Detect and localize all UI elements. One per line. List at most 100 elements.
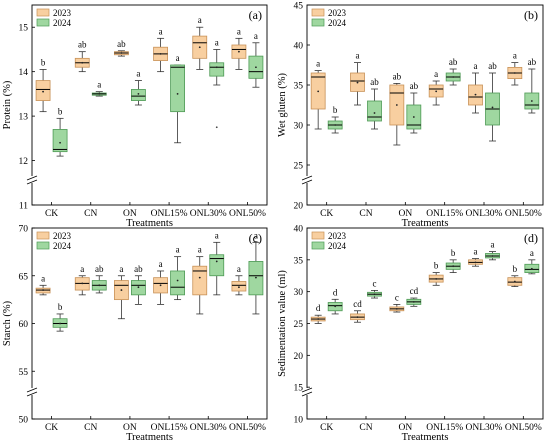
significance-letter: a <box>119 264 123 274</box>
legend-swatch <box>36 18 50 27</box>
x-tick-label: ONL30% <box>466 209 503 219</box>
significance-letter: a <box>176 245 180 255</box>
y-tick-label: 55 <box>19 368 29 378</box>
chart-panel-1: 11 12 13 14 15 Protein (%) Treatments (a) CK CN ON… <box>2 4 268 229</box>
mean-point <box>176 92 179 95</box>
mean-point <box>334 305 337 308</box>
box-2023-ON: a <box>114 264 129 320</box>
x-axis-label: Treatments <box>126 218 173 229</box>
significance-letter: ab <box>393 71 402 81</box>
box-2024-CN: ab <box>367 77 382 130</box>
box-2024-ON: a <box>131 69 146 106</box>
x-tick-label: ON <box>123 423 137 433</box>
y-tick-label: 50 <box>19 416 29 426</box>
box-2023-CN: a <box>74 264 90 296</box>
mean-point <box>81 282 84 285</box>
x-tick-label: CK <box>45 423 58 433</box>
mean-point <box>395 104 398 106</box>
mean-point <box>42 289 44 291</box>
mean-point <box>474 93 477 96</box>
significance-letter: c <box>395 292 399 302</box>
significance-letter: ab <box>117 39 126 49</box>
axis-break-mark <box>301 387 313 393</box>
mean-point <box>59 141 61 144</box>
mean-point <box>412 116 415 118</box>
box-2024-ONL15%: a <box>170 245 185 301</box>
box-iqr <box>35 80 51 101</box>
box-2023-CK: a <box>35 273 51 296</box>
box-iqr <box>170 270 185 296</box>
box-2024-ONL30%: a <box>485 240 500 261</box>
significance-letter: cd <box>353 299 362 309</box>
mean-point <box>513 280 516 283</box>
mean-point <box>81 61 84 64</box>
y-axis-label: Starch (%) <box>2 300 13 346</box>
x-tick-label: ONL50% <box>229 423 266 433</box>
x-tick-label: ONL15% <box>426 423 463 433</box>
legend-swatch <box>36 241 50 250</box>
significance-letter: ab <box>78 40 87 50</box>
box-2024-ONL30%: a <box>209 230 225 296</box>
legend-label: 2023 <box>328 231 347 241</box>
box-2024-ONL50%: a <box>248 230 264 315</box>
significance-letter: a <box>513 51 517 61</box>
box-2024-ONL30%: a <box>209 37 225 129</box>
box-2023-ONL15%: b <box>428 261 444 286</box>
y-tick-label: 10 <box>294 416 304 426</box>
box-2023-ONL30%: a <box>468 61 483 114</box>
axis-break-gap <box>303 388 311 395</box>
y-tick-label: 30 <box>294 122 304 132</box>
y-tick-label: 30 <box>294 288 304 298</box>
mean-point <box>137 92 140 95</box>
x-tick-label: ON <box>398 423 412 433</box>
mean-point <box>98 284 101 287</box>
mean-point <box>356 81 359 84</box>
box-2023-ON: c <box>389 292 405 313</box>
chart-panel-4: 10 15 20 25 30 35 40 Sedimentation value (ml) Tr… <box>277 225 544 442</box>
box-2024-ONL30%: ab <box>485 61 500 142</box>
x-tick-label: ONL15% <box>426 209 463 219</box>
mean-point <box>491 106 494 109</box>
box-2024-CN: a <box>91 80 107 97</box>
y-tick-label: 70 <box>19 225 29 235</box>
mean-point <box>159 284 162 287</box>
significance-letter: a <box>159 26 163 36</box>
legend-label: 2023 <box>53 8 72 18</box>
x-tick-label: ONL30% <box>190 209 227 219</box>
legend-swatch <box>311 231 325 240</box>
legend-label: 2024 <box>328 18 347 28</box>
significance-letter: c <box>373 278 377 288</box>
mean-point <box>334 124 337 126</box>
panel-letter: (b) <box>524 8 538 22</box>
box-2024-CK: d <box>327 287 343 315</box>
x-tick-label: ONL15% <box>151 423 188 433</box>
box-2024-ONL50%: a <box>248 31 264 88</box>
y-axis-label: Wet gluten (%) <box>277 73 288 137</box>
legend-label: 2024 <box>53 241 72 251</box>
axis-break-mark <box>26 179 38 185</box>
significance-letter: a <box>41 273 45 283</box>
panel-letter: (a) <box>249 8 262 22</box>
x-tick-label: ONL50% <box>505 423 542 433</box>
x-axis-label: Treatments <box>402 218 449 229</box>
box-2024-CN: ab <box>91 264 107 294</box>
box-2023-ONL30%: a <box>192 245 208 315</box>
box-2023-ONL30%: a <box>468 247 483 267</box>
significance-letter: a <box>316 59 320 69</box>
mean-point <box>215 66 218 69</box>
box-2023-ON: ab <box>114 39 129 57</box>
panel-letter: (c) <box>249 231 262 245</box>
box-2023-ON: ab <box>389 71 405 146</box>
box-2023-CK: d <box>310 303 326 324</box>
axis-break-mark <box>26 391 38 397</box>
mean-point <box>238 50 240 53</box>
box-iqr <box>367 100 382 122</box>
box-2023-ONL50%: a <box>231 26 247 70</box>
axis-break-gap <box>28 176 36 183</box>
axis-break-mark <box>301 179 313 185</box>
x-tick-label: CN <box>359 423 372 433</box>
axis-break-mark <box>26 175 38 181</box>
significance-letter: a <box>198 245 202 255</box>
outlier-point <box>215 126 218 129</box>
